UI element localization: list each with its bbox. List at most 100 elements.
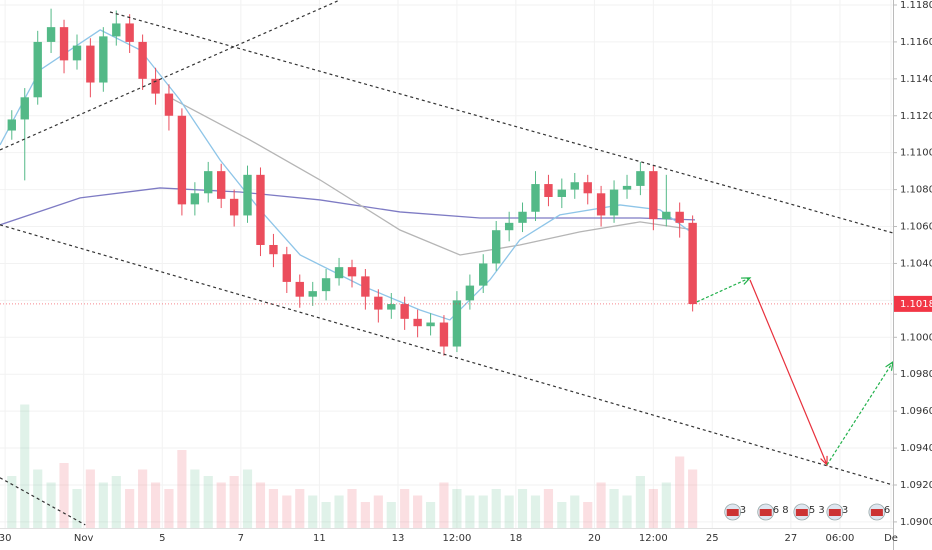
volume-bar (177, 450, 187, 528)
volume-bar (675, 456, 685, 528)
candle-body (164, 93, 174, 116)
candle-body (426, 322, 435, 327)
x-tick-label: 7 (238, 533, 244, 544)
volume-bar (609, 489, 619, 528)
y-tick-label: 1.10600 (900, 222, 932, 233)
plot-area: 3 6 8 5 3 3 6 4 (0, 0, 900, 528)
arrow-head (885, 361, 893, 371)
volume-bar (504, 495, 514, 528)
volume-bar (164, 489, 174, 528)
x-tick-label: 12:00 (639, 533, 668, 544)
volume-bar (321, 502, 331, 528)
candle-body (609, 189, 619, 216)
x-tick-label: 06:00 (826, 533, 855, 544)
volume-bar (203, 476, 213, 528)
volume-bar (268, 489, 279, 528)
volume-bar (543, 489, 554, 528)
candle-body (452, 300, 462, 347)
volume-bar (138, 469, 148, 528)
arrow-head (740, 277, 752, 285)
y-tick-label: 1.11000 (900, 148, 932, 159)
volume-bar (255, 482, 266, 528)
x-tick-label: 18 (509, 533, 522, 544)
volume-bar (661, 482, 671, 528)
volume-bar (386, 502, 396, 528)
candle-body (504, 222, 514, 231)
volume-bar (557, 502, 567, 528)
event-label: 6 8 (773, 505, 789, 516)
candle-body (649, 171, 658, 220)
y-tick-label: 1.09000 (900, 517, 932, 528)
projection-line (749, 279, 828, 466)
event-label: 6 4 (884, 505, 900, 516)
volume-bar (583, 502, 593, 528)
candle-body (295, 281, 304, 297)
volume-bar (242, 469, 253, 528)
trend-line (0, 224, 893, 486)
x-tick-label: 25 (706, 533, 719, 544)
candle-body (99, 36, 108, 83)
y-tick-label: 1.10000 (900, 332, 932, 343)
candle-body (531, 184, 540, 212)
volume-bar (46, 482, 56, 528)
trend-line (0, 0, 341, 151)
y-tick-label: 1.09600 (900, 406, 932, 417)
event-label: 5 3 (809, 505, 825, 516)
candle-body (269, 244, 278, 255)
y-tick-label: 1.10800 (900, 185, 932, 196)
candle-body (308, 291, 317, 297)
volume-bar (7, 476, 17, 528)
volume-bar (190, 469, 200, 528)
y-tick-label: 1.11800 (900, 0, 932, 11)
volume-bar (373, 495, 383, 528)
event-flag (726, 509, 739, 516)
volume-bar (295, 489, 305, 528)
x-tick-label: 5 (159, 533, 165, 544)
candle-body (374, 296, 383, 310)
candle-body (72, 45, 82, 61)
candle-body (216, 171, 226, 199)
candle-body (347, 267, 357, 277)
event-label: 3 (842, 505, 848, 516)
volume-bar (85, 469, 95, 528)
projection-line (826, 361, 893, 466)
volume-bar (465, 495, 475, 528)
candle-body (177, 115, 187, 205)
volume-bar (111, 476, 121, 528)
volume-bar (72, 489, 82, 528)
volume-bar (530, 495, 541, 528)
y-tick-label: 1.11200 (900, 111, 932, 122)
candle-body (138, 41, 147, 79)
moving-average (0, 29, 696, 321)
candle-body (675, 211, 684, 223)
volume-bar (347, 489, 357, 528)
volume-bar (491, 489, 501, 528)
candle-body (229, 198, 239, 216)
volume-bar (570, 495, 580, 528)
candle-body (321, 278, 331, 292)
volume-bar (688, 469, 698, 528)
x-tick-label: Nov (74, 533, 94, 544)
event-flag (828, 509, 841, 516)
candle-body (622, 185, 632, 190)
current-price-box (894, 295, 932, 312)
current-price-label: 1.10181 (900, 299, 932, 310)
volume-bar (400, 489, 410, 528)
volume-bar (635, 476, 645, 528)
event-flag (870, 509, 883, 516)
volume-bar (413, 495, 423, 528)
trend-line (0, 477, 86, 526)
candle-body (688, 222, 697, 305)
candle-body (20, 97, 29, 120)
candle-body (256, 174, 265, 245)
volume-bar (622, 495, 632, 528)
candle-body (151, 78, 160, 94)
candle-body (86, 45, 95, 83)
candle-body (479, 263, 488, 286)
event-flag (795, 509, 808, 516)
candle-body (112, 23, 121, 37)
candle-body (33, 41, 42, 98)
